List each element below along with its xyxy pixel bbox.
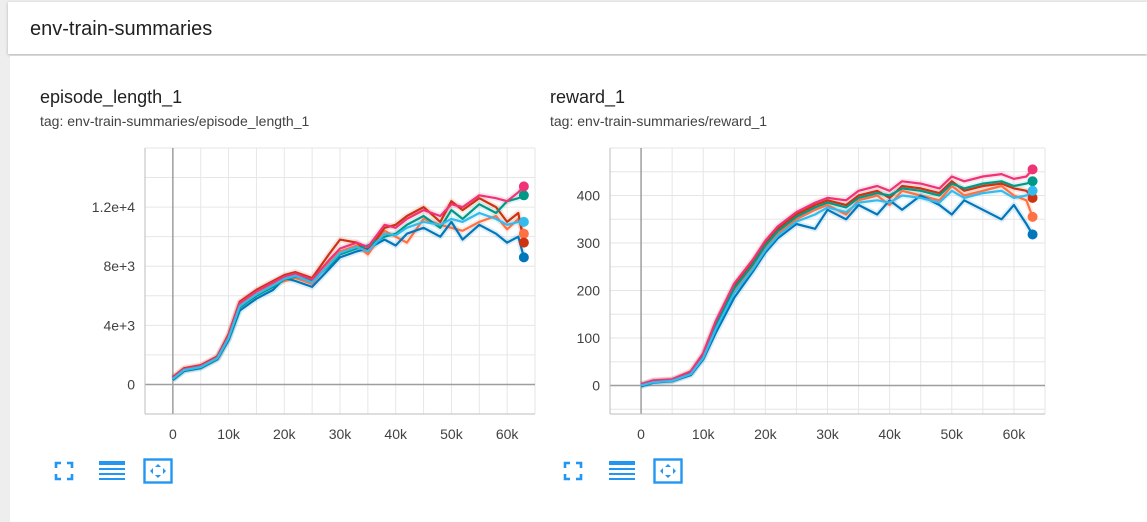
page-title: env-train-summaries [30,18,213,40]
chart-panel: episode_length_1 tag: env-train-summarie… [10,56,1147,522]
series-end-point [518,228,529,239]
x-tick-label: 60k [1003,426,1027,442]
fullscreen-icon [54,461,74,481]
y-tick-label: 1.2e+4 [92,199,135,215]
x-tick-label: 30k [816,426,840,442]
x-tick-label: 30k [329,426,353,442]
x-tick-label: 60k [496,426,520,442]
series-end-point [1027,176,1038,187]
series-end-point [1027,164,1038,175]
series-end-point [1027,192,1038,203]
x-tick-label: 20k [273,426,297,442]
x-tick-label: 40k [384,426,408,442]
fit-domain-icon [143,458,173,484]
x-tick-label: 0 [637,426,645,442]
fit-domain-button[interactable] [142,456,174,486]
toggle-log-scale-button[interactable] [96,456,128,486]
fullscreen-icon [563,461,583,481]
y-tick-label: 0 [127,376,135,392]
fit-domain-button[interactable] [652,456,684,486]
chart-tag: tag: env-train-summaries/reward_1 [550,113,768,129]
chart-title: episode_length_1 [40,87,183,107]
series-line [640,189,1034,387]
toggle-log-scale-button[interactable] [606,456,638,486]
series-group [171,184,527,383]
y-tick-label: 0 [592,378,600,394]
chart-2: 0 10k 20k 30k 40k 50k 60k 0 100 200 300 400 [577,147,1046,442]
series-group [640,167,1036,390]
y-tick-label: 4e+3 [103,317,135,333]
chart-1: 0 10k 20k 30k 40k 50k 60k 0 4e+3 8e+3 1.2e+4 [92,147,536,442]
y-tick-label: 100 [577,330,601,346]
toggle-log-icon [609,461,635,480]
x-tick-label: 40k [878,426,902,442]
charts-svg: 0 10k 20k 30k 40k 50k 60k 0 4e+3 8e+3 1.2e+4 0 10k 20… [92,147,1046,442]
x-tick-label: 10k [217,426,241,442]
fullscreen-button[interactable] [557,456,589,486]
y-tick-label: 200 [577,283,601,299]
series-line [172,211,524,380]
x-tick-label: 50k [940,426,964,442]
y-tick-label: 300 [577,235,601,251]
series-end-point [518,237,529,248]
header: env-train-summaries [8,2,1147,54]
y-tick-label: 8e+3 [103,258,135,274]
series-end-point [1027,185,1038,196]
x-tick-label: 50k [440,426,464,442]
chart-title: reward_1 [550,87,626,107]
x-tick-label: 10k [692,426,716,442]
series-end-point [518,190,529,201]
series-line [640,168,1034,386]
fit-domain-icon [653,458,683,484]
fullscreen-button[interactable] [48,456,80,486]
toggle-log-icon [99,461,125,480]
chart-tag: tag: env-train-summaries/episode_length_… [40,113,310,129]
series-end-point [518,216,529,227]
x-tick-label: 0 [169,426,177,442]
series-end-point [518,181,529,192]
series-end-point [1027,229,1038,240]
series-end-point [1027,211,1038,222]
x-tick-label: 20k [754,426,778,442]
series-end-point [518,252,529,263]
y-tick-label: 400 [577,188,601,204]
